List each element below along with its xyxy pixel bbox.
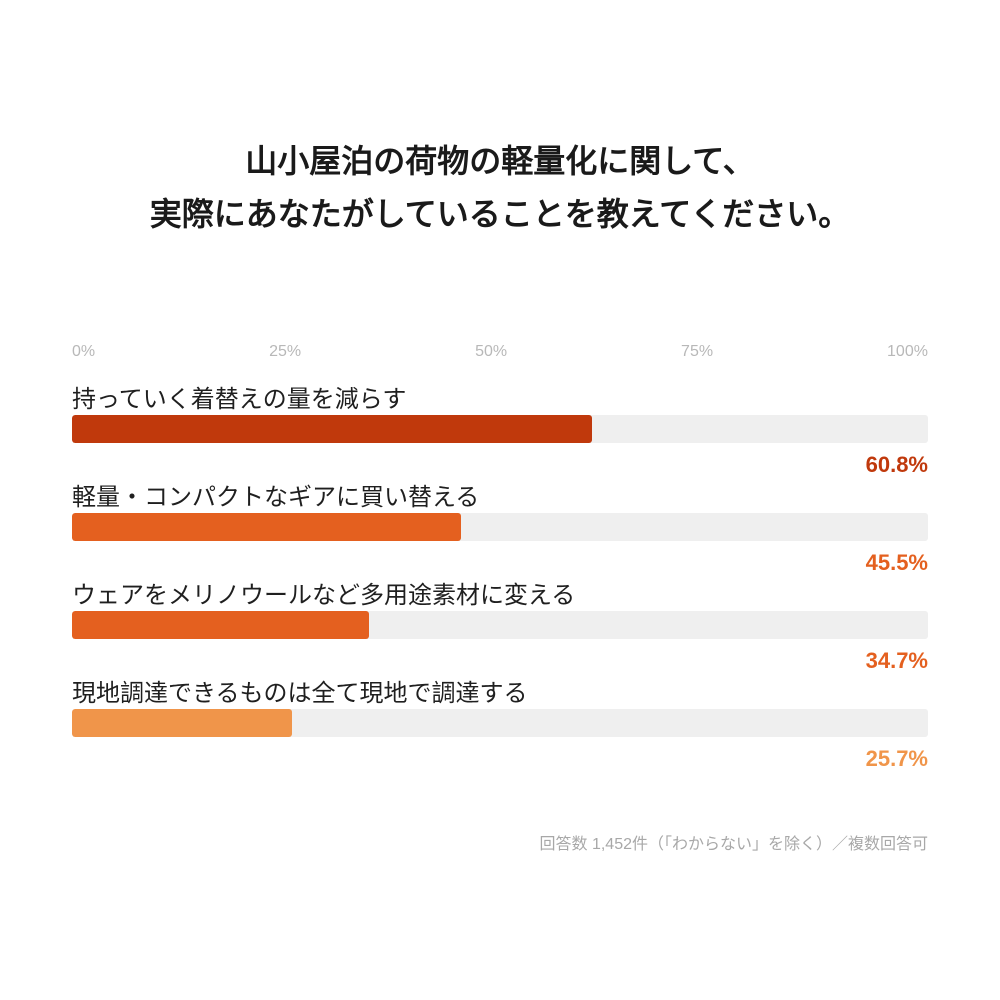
chart-title: 山小屋泊の荷物の軽量化に関して、 実際にあなたがしていることを教えてください。 (0, 135, 1000, 241)
x-axis-ticks: 0% 25% 50% 75% 100% (72, 340, 928, 364)
x-tick-label: 0% (72, 343, 96, 360)
x-tick-label: 100% (887, 343, 928, 360)
category-label: 現地調達できるものは全て現地で調達する (72, 680, 528, 707)
bar-row: 持っていく着替えの量を減らす 60.8% (72, 385, 928, 483)
bar-track (72, 611, 928, 639)
x-tick-label: 25% (269, 343, 302, 360)
data-label: 34.7% (865, 648, 928, 673)
chart-title-line-1: 山小屋泊の荷物の軽量化に関して、 (245, 143, 755, 179)
bar-row: 軽量・コンパクトなギアに買い替える 45.5% (72, 483, 928, 581)
bar (72, 415, 593, 443)
bar-row: 現地調達できるものは全て現地で調達する 25.7% (72, 679, 928, 777)
chart-title-line-2: 実際にあなたがしていることを教えてください。 (149, 196, 851, 232)
bar-track (72, 415, 928, 443)
category-label: ウェアをメリノウールなど多用途素材に変える (72, 582, 576, 609)
category-label: 軽量・コンパクトなギアに買い替える (72, 484, 480, 511)
bar-track (72, 513, 928, 541)
response-note: 回答数 1,452件（「わからない」を除く）／複数回答可 (539, 836, 929, 853)
category-label: 持っていく着替えの量を減らす (72, 386, 407, 413)
bar-track (72, 709, 928, 737)
bar (72, 709, 292, 737)
bar (72, 513, 462, 541)
bar-row: ウェアをメリノウールなど多用途素材に変える 34.7% (72, 581, 928, 679)
x-tick-label: 50% (475, 343, 508, 360)
x-tick-label: 75% (681, 343, 714, 360)
data-label: 60.8% (865, 452, 928, 477)
bar (72, 611, 370, 639)
data-label: 45.5% (865, 550, 928, 575)
data-label: 25.7% (865, 746, 928, 771)
